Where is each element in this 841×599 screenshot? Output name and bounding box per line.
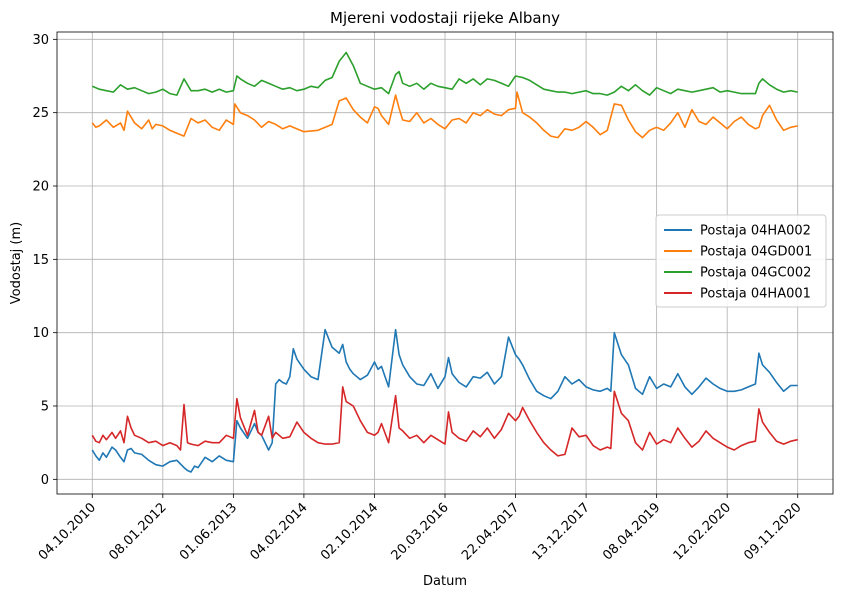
x-axis-ticks: 04.10.2010 08.01.2012 01.06.2013 04.02.2014…: [36, 494, 805, 563]
series-line-0: [91, 328, 798, 473]
x-tick-label: 20.03.2016: [389, 500, 452, 563]
legend: Postaja 04HA002 Postaja 04GD001 Postaja 04…: [655, 214, 827, 308]
y-tick-label: 20: [32, 180, 49, 195]
y-tick-label: 30: [32, 33, 49, 48]
y-tick-label: 10: [32, 326, 49, 341]
legend-label: Postaja 04HA002: [700, 224, 811, 239]
y-tick-label: 25: [32, 106, 49, 121]
y-tick-label: 15: [32, 253, 49, 268]
legend-label: Postaja 04GD001: [700, 245, 812, 260]
x-tick-label: 02.10.2014: [318, 500, 381, 563]
series-line-1: [91, 91, 798, 139]
y-axis-label: Vodostaj (m): [9, 222, 24, 304]
x-tick-label: 09.11.2020: [741, 500, 804, 563]
legend-box: [655, 214, 827, 308]
legend-label: Postaja 04HA001: [700, 287, 811, 302]
x-tick-label: 04.10.2010: [36, 500, 99, 563]
x-tick-label: 08.04.2019: [600, 500, 663, 563]
x-tick-label: 12.02.2020: [671, 500, 734, 563]
y-tick-label: 5: [41, 400, 49, 415]
series-line-3: [91, 386, 798, 457]
x-tick-label: 01.06.2013: [177, 500, 240, 563]
x-tick-label: 08.01.2012: [106, 500, 169, 563]
x-tick-label: 22.04.2017: [459, 500, 522, 563]
x-tick-label: 13.12.2017: [530, 500, 593, 563]
legend-label: Postaja 04GC002: [700, 266, 811, 281]
y-tick-label: 0: [41, 473, 49, 488]
x-axis-label: Datum: [423, 574, 467, 589]
chart-title: Mjereni vodostaji rijeke Albany: [330, 9, 560, 27]
series-line-2: [91, 51, 798, 96]
y-axis-ticks: 0 5 10 15 20 25 30: [32, 33, 57, 488]
series-layer: [91, 51, 798, 473]
x-tick-label: 04.02.2014: [247, 500, 310, 563]
